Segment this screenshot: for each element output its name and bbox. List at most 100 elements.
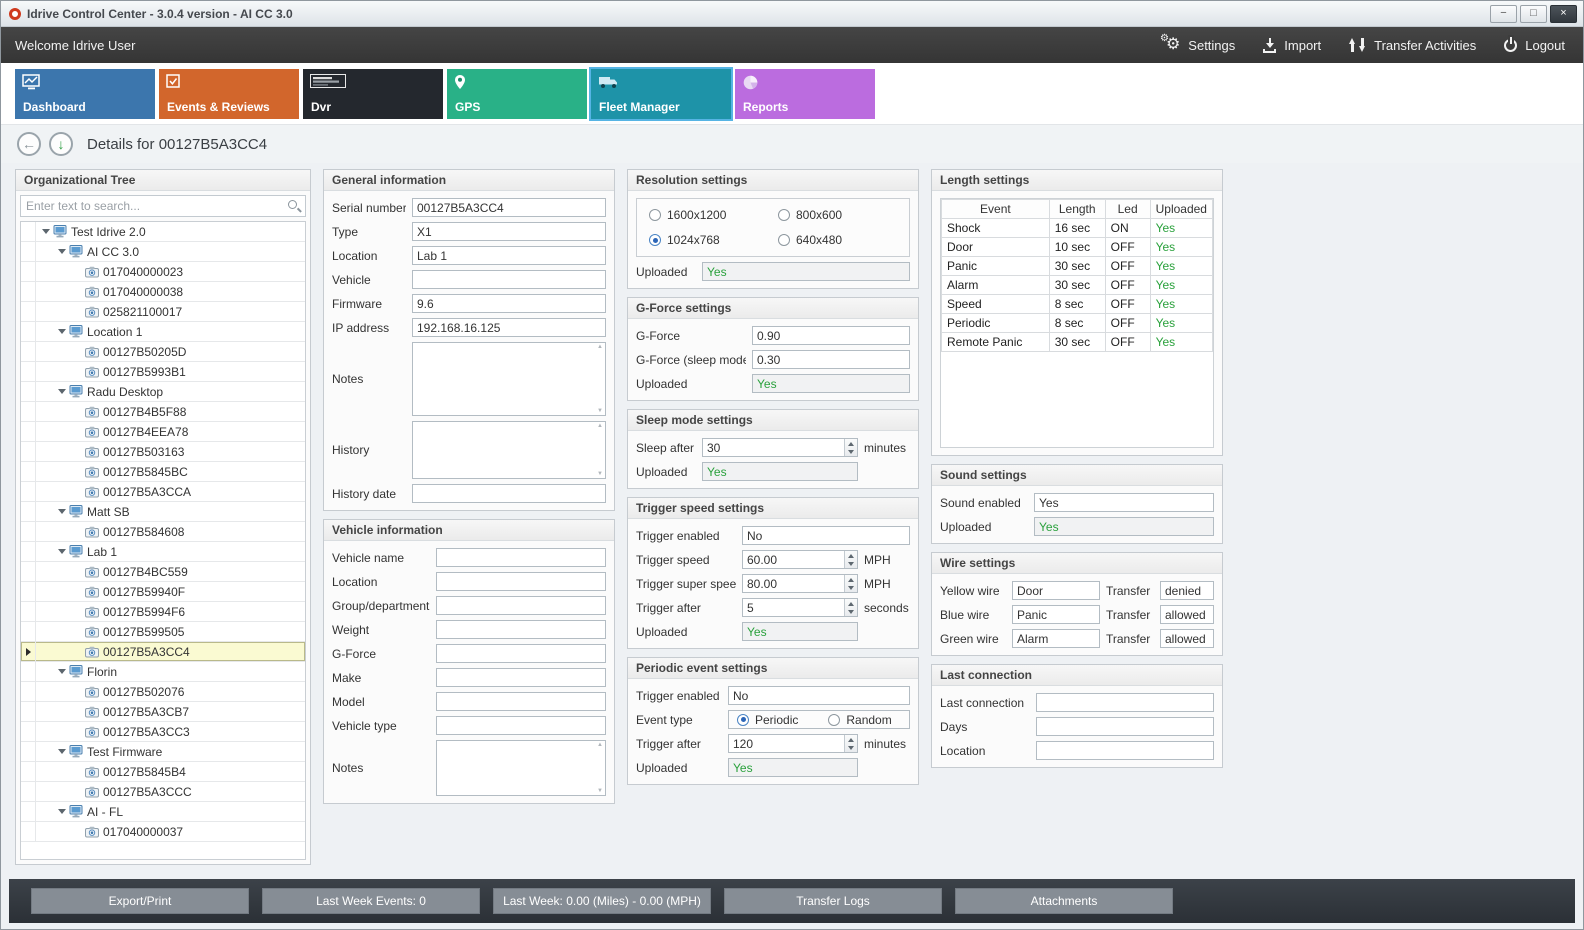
tab-reports[interactable]: Reports bbox=[735, 68, 875, 119]
tree-group-ai-fl[interactable]: AI - FL bbox=[21, 802, 305, 822]
tree-device-00127b599505[interactable]: 00127B599505 bbox=[21, 622, 305, 642]
tab-events-reviews[interactable]: Events & Reviews bbox=[159, 68, 299, 119]
tree-device-00127b4eea78[interactable]: 00127B4EEA78 bbox=[21, 422, 305, 442]
tree-device-00127b5a3cca[interactable]: 00127B5A3CCA bbox=[21, 482, 305, 502]
maximize-button[interactable]: □ bbox=[1520, 4, 1547, 23]
import-button[interactable]: Import bbox=[1263, 37, 1321, 53]
tree-search-input[interactable] bbox=[20, 195, 306, 217]
field-blue-wire[interactable]: Panic bbox=[1012, 605, 1100, 624]
tree-group-matt-sb[interactable]: Matt SB bbox=[21, 502, 305, 522]
tree-group-lab-1[interactable]: Lab 1 bbox=[21, 542, 305, 562]
field-location[interactable] bbox=[436, 572, 606, 591]
radio-1024x768[interactable]: 1024x768 bbox=[649, 233, 768, 247]
field-blue-wire-transfer[interactable]: allowed bbox=[1160, 605, 1214, 624]
field-model[interactable] bbox=[436, 692, 606, 711]
expander-icon[interactable] bbox=[55, 669, 68, 674]
back-button[interactable]: ← bbox=[17, 132, 41, 156]
tree-device-00127b4b5f88[interactable]: 00127B4B5F88 bbox=[21, 402, 305, 422]
field-yellow-wire[interactable]: Door bbox=[1012, 581, 1100, 600]
field-vehicle-name[interactable] bbox=[436, 548, 606, 567]
field-g-force-sleep-mode[interactable]: 0.30 bbox=[752, 350, 910, 369]
download-details-button[interactable]: ↓ bbox=[49, 132, 73, 156]
tree-device-00127b502076[interactable]: 00127B502076 bbox=[21, 682, 305, 702]
tree-device-00127b584608[interactable]: 00127B584608 bbox=[21, 522, 305, 542]
tree-device-00127b5845bc[interactable]: 00127B5845BC bbox=[21, 462, 305, 482]
field-notes[interactable] bbox=[436, 740, 606, 796]
field-vehicle[interactable] bbox=[412, 270, 606, 289]
tree-group-ai-cc-3-0[interactable]: AI CC 3.0 bbox=[21, 242, 305, 262]
field-history[interactable] bbox=[412, 421, 606, 479]
field-sleep-after[interactable]: 30 bbox=[702, 438, 858, 457]
field-green-wire[interactable]: Alarm bbox=[1012, 629, 1100, 648]
table-row-panic[interactable]: Panic 30 sec OFF Yes bbox=[941, 256, 1214, 276]
attachments-button[interactable]: Attachments bbox=[955, 888, 1173, 914]
table-row-door[interactable]: Door 10 sec OFF Yes bbox=[941, 237, 1214, 257]
last-week-miles-button[interactable]: Last Week: 0.00 (Miles) - 0.00 (MPH) bbox=[493, 888, 711, 914]
tree-device-00127b5994f6[interactable]: 00127B5994F6 bbox=[21, 602, 305, 622]
radio-800x600[interactable]: 800x600 bbox=[778, 208, 897, 222]
table-row-speed[interactable]: Speed 8 sec OFF Yes bbox=[941, 294, 1214, 314]
spinner-buttons[interactable] bbox=[844, 551, 857, 568]
expander-icon[interactable] bbox=[39, 229, 52, 234]
tree-device-017040000023[interactable]: 017040000023 bbox=[21, 262, 305, 282]
field-days[interactable] bbox=[1036, 717, 1214, 736]
expander-icon[interactable] bbox=[55, 249, 68, 254]
close-button[interactable]: × bbox=[1550, 4, 1577, 23]
settings-button[interactable]: ⚙ Settings bbox=[1160, 34, 1235, 53]
field-location[interactable]: Lab 1 bbox=[412, 246, 606, 265]
spinner-buttons[interactable] bbox=[844, 735, 857, 752]
field-trigger-speed[interactable]: 60.00 bbox=[742, 550, 858, 569]
tree-device-00127b5845b4[interactable]: 00127B5845B4 bbox=[21, 762, 305, 782]
export-print-button[interactable]: Export/Print bbox=[31, 888, 249, 914]
field-location[interactable] bbox=[1036, 741, 1214, 760]
tab-fleet-manager[interactable]: Fleet Manager bbox=[591, 68, 731, 119]
spinner-buttons[interactable] bbox=[844, 599, 857, 616]
table-row-shock[interactable]: Shock 16 sec ON Yes bbox=[941, 218, 1214, 238]
expander-icon[interactable] bbox=[55, 389, 68, 394]
radio-random[interactable]: Random bbox=[828, 713, 892, 727]
field-ip-address[interactable]: 192.168.16.125 bbox=[412, 318, 606, 337]
field-g-force[interactable] bbox=[436, 644, 606, 663]
transfer-activities-button[interactable]: Transfer Activities bbox=[1349, 38, 1476, 53]
transfer-logs-button[interactable]: Transfer Logs bbox=[724, 888, 942, 914]
field-make[interactable] bbox=[436, 668, 606, 687]
field-serial-number[interactable]: 00127B5A3CC4 bbox=[412, 198, 606, 217]
tree-group-test-firmware[interactable]: Test Firmware bbox=[21, 742, 305, 762]
tree-device-017040000037[interactable]: 017040000037 bbox=[21, 822, 305, 842]
expander-icon[interactable] bbox=[55, 809, 68, 814]
tree-device-00127b4bc559[interactable]: 00127B4BC559 bbox=[21, 562, 305, 582]
field-trigger-enabled[interactable]: No bbox=[728, 686, 910, 705]
tree-device-017040000038[interactable]: 017040000038 bbox=[21, 282, 305, 302]
expander-icon[interactable] bbox=[55, 329, 68, 334]
expander-icon[interactable] bbox=[55, 549, 68, 554]
field-trigger-after[interactable]: 120 bbox=[728, 734, 858, 753]
field-history-date[interactable] bbox=[412, 484, 606, 503]
radio-1600x1200[interactable]: 1600x1200 bbox=[649, 208, 768, 222]
field-notes[interactable] bbox=[412, 342, 606, 416]
tree-device-00127b5a3ccc[interactable]: 00127B5A3CCC bbox=[21, 782, 305, 802]
tree-device-025821100017[interactable]: 025821100017 bbox=[21, 302, 305, 322]
spinner-buttons[interactable] bbox=[844, 439, 857, 456]
tree-group-radu-desktop[interactable]: Radu Desktop bbox=[21, 382, 305, 402]
tree-device-00127b5a3cc3[interactable]: 00127B5A3CC3 bbox=[21, 722, 305, 742]
field-sound-enabled[interactable]: Yes bbox=[1034, 493, 1214, 512]
radio-640x480[interactable]: 640x480 bbox=[778, 233, 897, 247]
tree-device-00127b503163[interactable]: 00127B503163 bbox=[21, 442, 305, 462]
tab-dvr[interactable]: Dvr bbox=[303, 68, 443, 119]
field-yellow-wire-transfer[interactable]: denied bbox=[1160, 581, 1214, 600]
tree-device-00127b5a3cc4[interactable]: 00127B5A3CC4 bbox=[21, 642, 305, 662]
last-week-events-button[interactable]: Last Week Events: 0 bbox=[262, 888, 480, 914]
tab-gps[interactable]: GPS bbox=[447, 68, 587, 119]
tree-device-00127b50205d[interactable]: 00127B50205D bbox=[21, 342, 305, 362]
field-group-department[interactable] bbox=[436, 596, 606, 615]
tree-device-00127b5a3cb7[interactable]: 00127B5A3CB7 bbox=[21, 702, 305, 722]
tree-group-location-1[interactable]: Location 1 bbox=[21, 322, 305, 342]
field-trigger-enabled[interactable]: No bbox=[742, 526, 910, 545]
tree-group-florin[interactable]: Florin bbox=[21, 662, 305, 682]
field-vehicle-type[interactable] bbox=[436, 716, 606, 735]
table-row-alarm[interactable]: Alarm 30 sec OFF Yes bbox=[941, 275, 1214, 295]
field-trigger-super-speed[interactable]: 80.00 bbox=[742, 574, 858, 593]
radio-periodic[interactable]: Periodic bbox=[737, 713, 798, 727]
search-icon[interactable] bbox=[287, 199, 301, 213]
logout-button[interactable]: Logout bbox=[1504, 38, 1565, 53]
